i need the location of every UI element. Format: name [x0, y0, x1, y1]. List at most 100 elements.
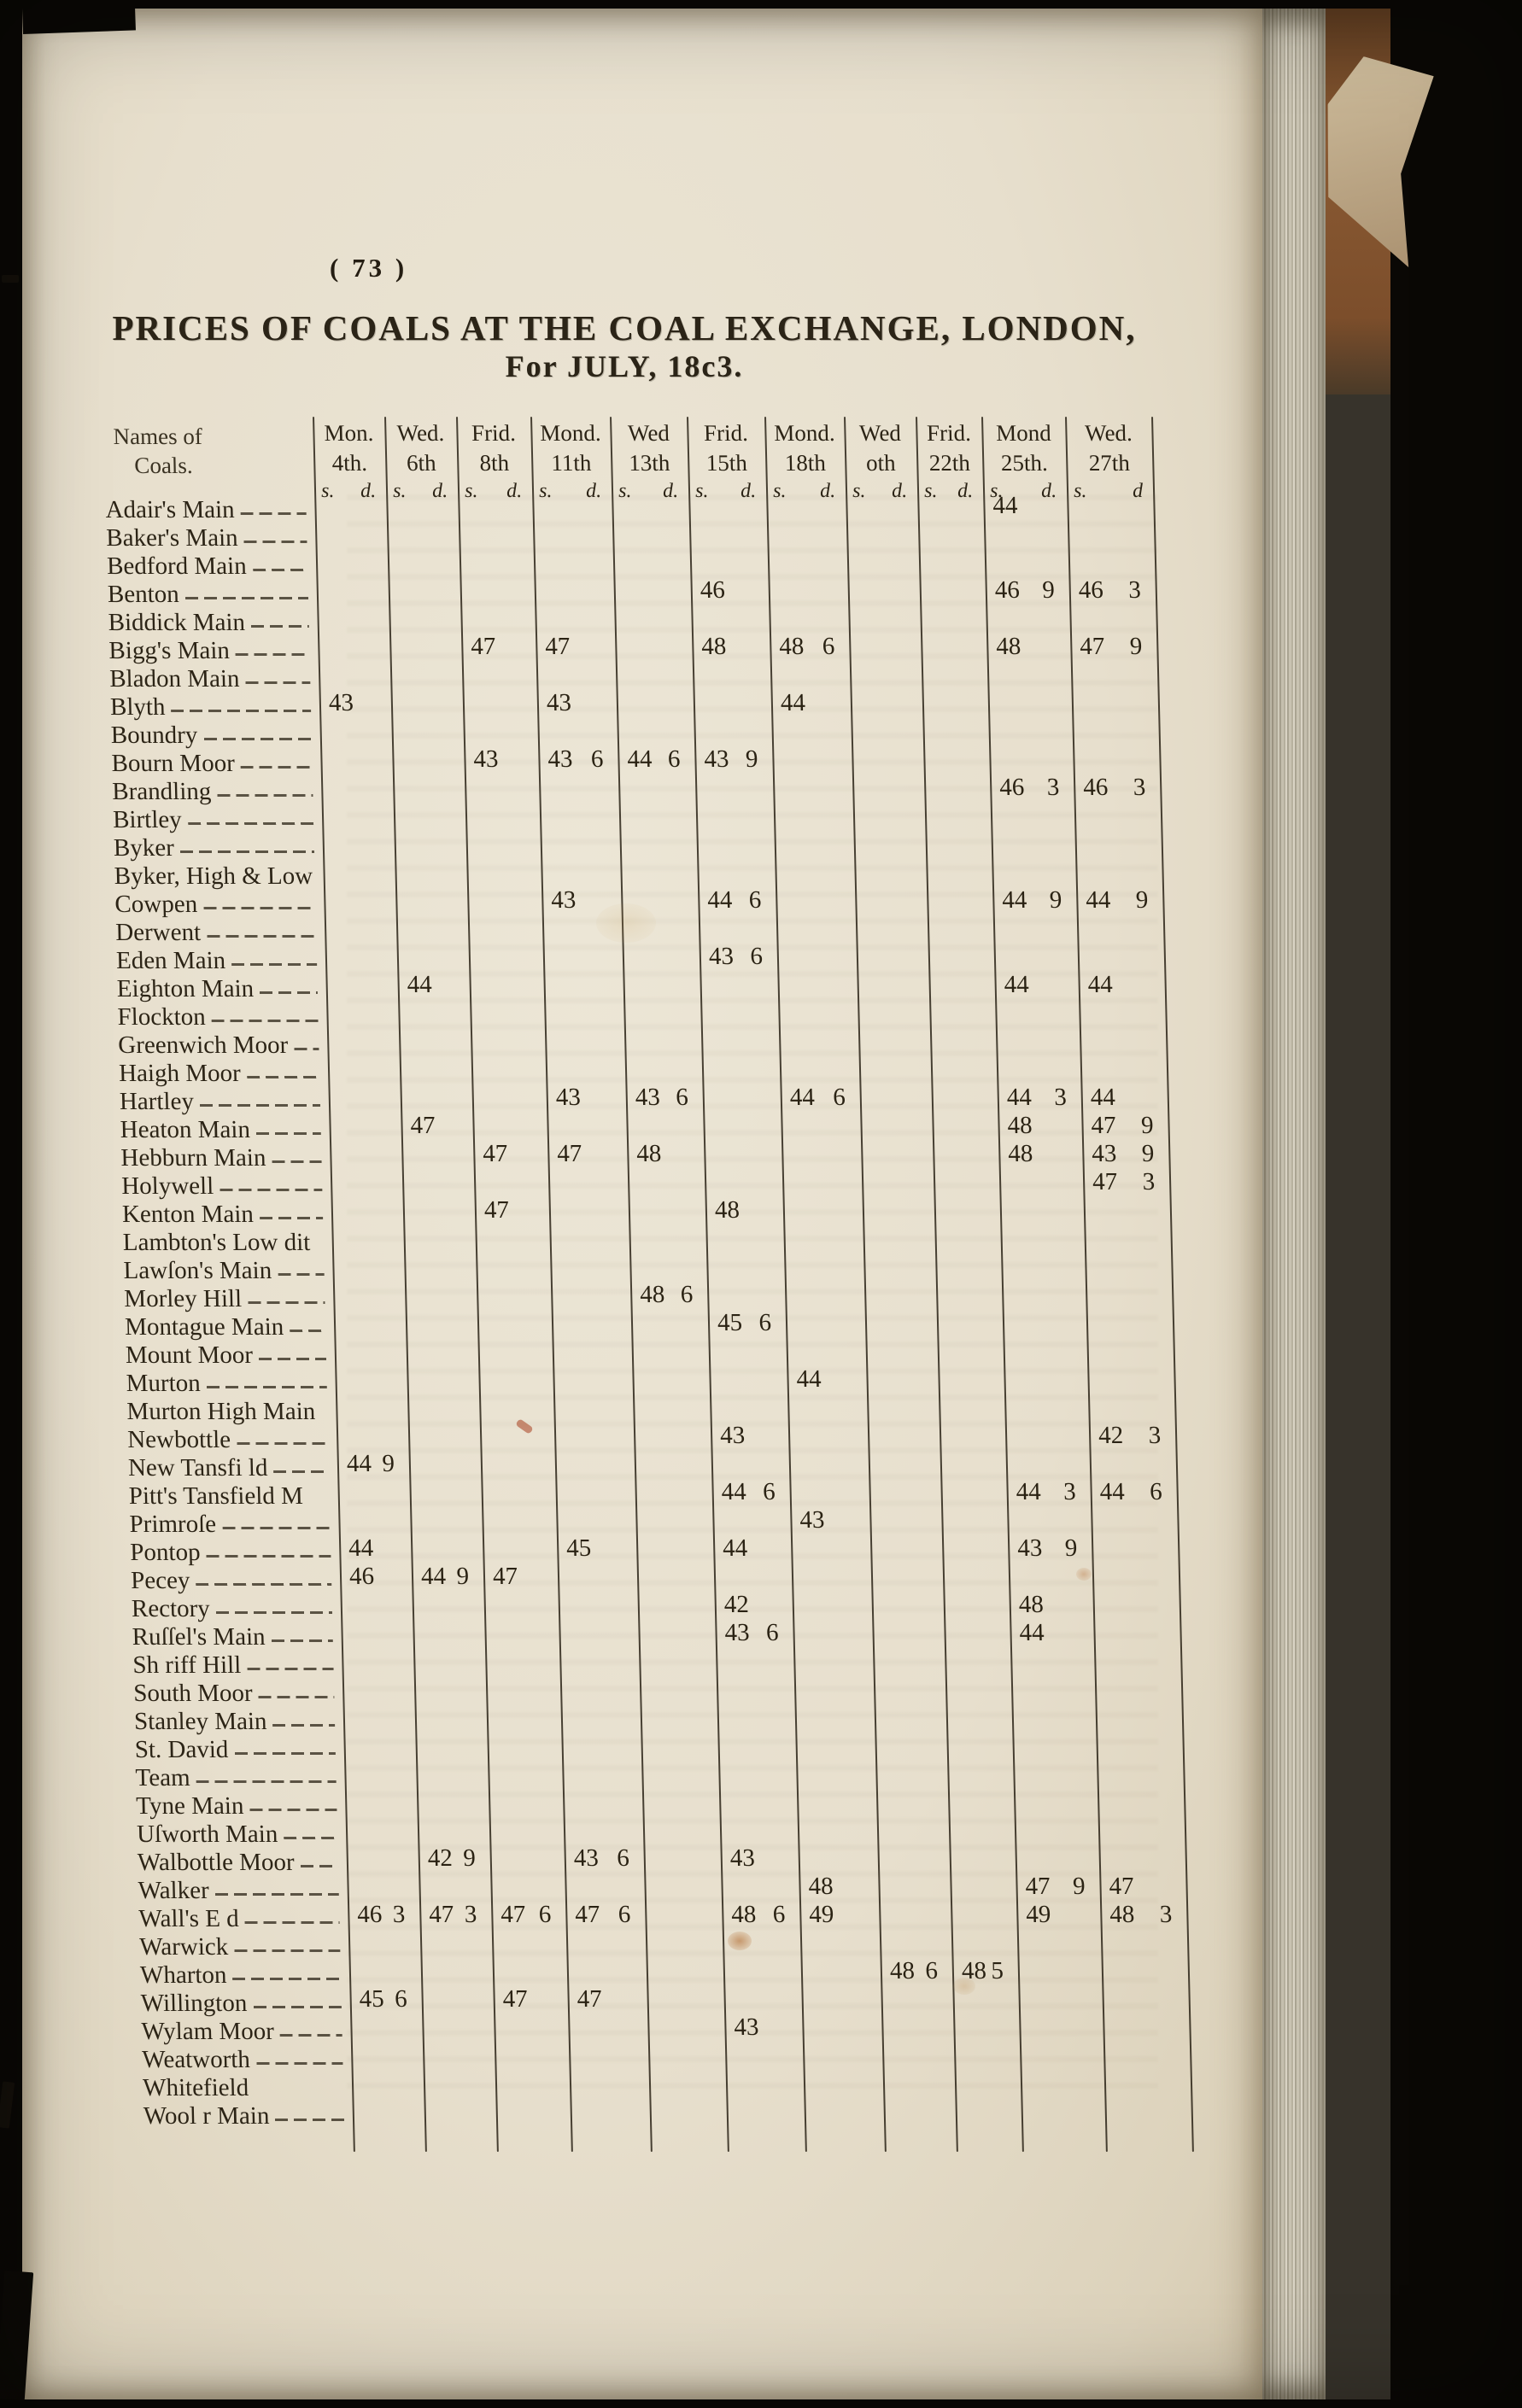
price-pence: 6	[680, 1281, 694, 1308]
price-cell: 44	[341, 1534, 408, 1563]
coal-name: Wylam Moor	[141, 2018, 275, 2045]
price-shillings: 47	[482, 1140, 508, 1167]
coal-name: Pecey	[130, 1567, 190, 1594]
price-cell: 44	[985, 492, 1064, 520]
price-shillings: 43	[799, 1506, 825, 1534]
dash-leader	[259, 1358, 327, 1360]
price-shillings: 44	[992, 492, 1018, 519]
unit-pence: d.	[819, 480, 836, 502]
price-pence: 3	[464, 1901, 477, 1928]
column-header-date: 15th	[705, 450, 748, 476]
price-shillings: 47	[574, 1901, 600, 1928]
price-pence: 6	[772, 1901, 786, 1928]
column-header-day: Frid.	[926, 420, 972, 446]
price-cell: 48 6	[771, 633, 846, 661]
unit-pence: d.	[891, 480, 908, 502]
table-row: Walbottle Moor	[138, 1849, 346, 1877]
dash-leader	[294, 1048, 319, 1050]
table-row: Newbottle	[127, 1426, 336, 1454]
page-subtitle: For JULY, 18c3.	[505, 349, 744, 383]
price-cell: 43	[792, 1506, 867, 1534]
price-pence: 9	[1135, 886, 1149, 914]
price-cell: 44	[1082, 1084, 1164, 1112]
dash-leader	[255, 2062, 343, 2065]
price-cell: 42 9	[419, 1844, 487, 1873]
coal-name: Rectory	[131, 1595, 211, 1622]
price-shillings: 43	[734, 2013, 759, 2041]
price-pence: 3	[392, 1901, 406, 1928]
column-header-sd: s. d.	[458, 480, 533, 503]
price-shillings: 47	[500, 1901, 526, 1928]
dash-leader	[284, 1837, 338, 1839]
price-cell: 44	[1080, 971, 1162, 999]
table-row: Sh riff Hill	[132, 1651, 341, 1680]
marbled-endpaper	[1326, 9, 1390, 2399]
unit-shillings: s.	[852, 480, 866, 502]
foxing-stain	[596, 903, 656, 943]
price-shillings: 47	[556, 1140, 582, 1167]
table-row: Derwent	[115, 919, 324, 947]
price-cell: 43	[726, 2013, 799, 2042]
price-cell: 46 3	[1070, 576, 1152, 605]
table-row: Ruſſel's Main	[132, 1623, 340, 1651]
column-header-sd: s. d.	[688, 480, 767, 503]
dash-leader	[251, 625, 309, 628]
price-shillings: 49	[1025, 1901, 1051, 1928]
price-shillings: 48	[778, 633, 805, 660]
price-shillings: 43	[555, 1084, 582, 1111]
price-shillings: 44	[780, 689, 806, 716]
table-row: Warwick	[139, 1933, 348, 1961]
table-row: Wylam Moor	[141, 2018, 349, 2046]
coal-name: St. David	[134, 1736, 229, 1763]
price-shillings: 46	[1078, 576, 1104, 604]
unit-shillings: s.	[618, 480, 632, 502]
dash-leader	[235, 653, 310, 656]
table-row: Wharton	[140, 1961, 348, 1990]
column-header-date: 22th	[928, 450, 971, 476]
price-pence: 9	[1141, 1140, 1155, 1167]
price-shillings: 47	[483, 1196, 510, 1224]
dash-leader	[220, 1189, 323, 1191]
dash-leader	[272, 1724, 336, 1727]
price-cell: 49	[1018, 1901, 1098, 1929]
coal-name: Uſworth Main	[136, 1821, 278, 1848]
price-shillings: 43	[550, 886, 577, 914]
dash-leader	[196, 1583, 332, 1586]
page-number: ( 73 )	[330, 253, 408, 283]
column-rule	[384, 417, 427, 2152]
price-shillings: 48	[700, 633, 727, 660]
dash-leader	[258, 1696, 335, 1698]
price-pence: 6	[748, 886, 762, 914]
price-pence: 9	[462, 1844, 477, 1872]
column-rule	[456, 417, 499, 2152]
price-pence: 3	[1053, 1084, 1068, 1111]
price-cell: 49	[801, 1901, 876, 1929]
price-cell: 48	[988, 633, 1068, 661]
price-shillings: 44	[1019, 1619, 1045, 1646]
price-pence: 6	[832, 1084, 846, 1111]
price-shillings: 43	[635, 1084, 661, 1111]
table-row: Blyth	[110, 693, 319, 722]
price-cell: 44	[773, 689, 848, 717]
price-cell: 48 6	[632, 1281, 705, 1309]
price-cell: 47 3	[1085, 1168, 1167, 1196]
price-cell: 44 9	[339, 1450, 407, 1478]
dash-leader	[214, 1893, 339, 1896]
dash-leader	[243, 541, 307, 543]
names-header-line1: Names of	[113, 424, 203, 449]
column-header-sd: s. d.	[386, 480, 459, 503]
table-row: Murton High Main	[126, 1398, 335, 1426]
price-cell: 44 3	[998, 1084, 1078, 1112]
coal-name: Tyne Main	[135, 1792, 244, 1820]
column-header-sd: s. d.	[846, 480, 918, 503]
price-shillings: 43	[724, 1619, 750, 1646]
dash-leader	[279, 2034, 342, 2037]
coal-name: Flockton	[117, 1003, 207, 1031]
book-page: ( 73 ) PRICES OF COALS AT THE COAL EXCHA…	[22, 4, 1262, 2399]
table-row: Greenwich Moor	[118, 1032, 326, 1060]
price-cell: 43 9	[1010, 1534, 1089, 1563]
price-shillings: 49	[808, 1901, 834, 1928]
price-shillings: 44	[1099, 1478, 1126, 1505]
coal-name: Eighton Main	[116, 975, 255, 1002]
price-shillings: 47	[577, 1985, 603, 2013]
